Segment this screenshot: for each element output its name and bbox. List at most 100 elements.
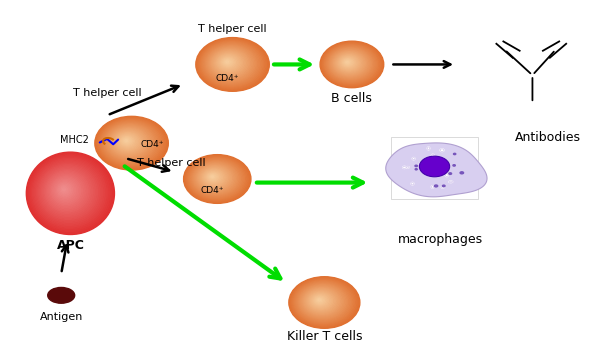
- Ellipse shape: [302, 287, 342, 316]
- Ellipse shape: [118, 134, 137, 149]
- Ellipse shape: [299, 285, 346, 319]
- Ellipse shape: [298, 284, 348, 320]
- Text: Antigen: Antigen: [40, 312, 83, 322]
- Circle shape: [442, 185, 445, 187]
- Ellipse shape: [320, 41, 384, 88]
- Ellipse shape: [204, 44, 258, 83]
- Ellipse shape: [36, 162, 101, 222]
- Ellipse shape: [406, 166, 409, 168]
- Ellipse shape: [440, 149, 444, 151]
- Ellipse shape: [41, 167, 94, 216]
- Ellipse shape: [297, 283, 349, 321]
- Ellipse shape: [190, 160, 242, 197]
- Ellipse shape: [120, 136, 135, 146]
- Ellipse shape: [446, 174, 448, 176]
- Ellipse shape: [225, 60, 230, 64]
- Ellipse shape: [110, 128, 149, 156]
- Ellipse shape: [218, 55, 238, 70]
- PathPatch shape: [386, 143, 487, 197]
- Ellipse shape: [100, 120, 162, 165]
- Ellipse shape: [304, 288, 340, 314]
- Circle shape: [415, 165, 417, 166]
- Ellipse shape: [431, 154, 434, 157]
- Ellipse shape: [309, 292, 333, 309]
- Ellipse shape: [220, 56, 237, 69]
- Text: CD4⁺: CD4⁺: [141, 140, 164, 150]
- Ellipse shape: [308, 291, 334, 310]
- Ellipse shape: [211, 175, 215, 178]
- Ellipse shape: [331, 49, 369, 77]
- Ellipse shape: [209, 174, 216, 179]
- Ellipse shape: [291, 278, 357, 326]
- Ellipse shape: [403, 166, 406, 169]
- Ellipse shape: [35, 161, 103, 224]
- Ellipse shape: [324, 44, 379, 84]
- Ellipse shape: [32, 158, 106, 227]
- Ellipse shape: [185, 155, 250, 203]
- Ellipse shape: [311, 294, 330, 308]
- Ellipse shape: [316, 297, 323, 303]
- Ellipse shape: [58, 183, 72, 197]
- Ellipse shape: [301, 286, 343, 317]
- Ellipse shape: [114, 131, 143, 153]
- Ellipse shape: [226, 61, 228, 63]
- Ellipse shape: [122, 137, 132, 145]
- Ellipse shape: [341, 58, 354, 67]
- Ellipse shape: [54, 179, 77, 201]
- Ellipse shape: [26, 152, 114, 234]
- Ellipse shape: [51, 177, 81, 204]
- Ellipse shape: [322, 43, 381, 86]
- Ellipse shape: [197, 38, 268, 90]
- Ellipse shape: [330, 49, 370, 78]
- Ellipse shape: [61, 187, 67, 192]
- Ellipse shape: [305, 289, 338, 313]
- Ellipse shape: [121, 136, 133, 145]
- Ellipse shape: [200, 167, 229, 188]
- Text: MHC2: MHC2: [60, 135, 89, 145]
- Ellipse shape: [196, 38, 269, 91]
- Ellipse shape: [315, 297, 324, 304]
- Ellipse shape: [346, 62, 348, 63]
- Ellipse shape: [198, 39, 266, 90]
- Ellipse shape: [211, 176, 214, 178]
- Ellipse shape: [211, 49, 250, 78]
- Ellipse shape: [53, 178, 79, 203]
- Ellipse shape: [303, 287, 341, 315]
- Ellipse shape: [200, 41, 264, 87]
- Ellipse shape: [185, 156, 248, 202]
- Ellipse shape: [96, 117, 167, 169]
- Ellipse shape: [412, 158, 415, 160]
- Ellipse shape: [290, 277, 359, 327]
- Circle shape: [435, 185, 438, 187]
- Ellipse shape: [427, 147, 430, 150]
- Ellipse shape: [101, 121, 160, 164]
- Ellipse shape: [334, 52, 365, 75]
- Ellipse shape: [296, 282, 350, 322]
- Ellipse shape: [326, 45, 376, 83]
- Ellipse shape: [327, 47, 374, 81]
- Ellipse shape: [197, 165, 233, 191]
- Ellipse shape: [104, 124, 155, 161]
- Ellipse shape: [295, 281, 352, 323]
- Ellipse shape: [300, 285, 345, 318]
- Ellipse shape: [50, 176, 83, 206]
- Ellipse shape: [62, 188, 65, 191]
- Ellipse shape: [215, 52, 244, 74]
- Ellipse shape: [214, 51, 245, 74]
- Ellipse shape: [116, 132, 140, 150]
- Ellipse shape: [341, 57, 356, 68]
- Ellipse shape: [184, 155, 251, 203]
- Ellipse shape: [292, 279, 356, 325]
- Ellipse shape: [108, 127, 150, 157]
- Ellipse shape: [60, 185, 69, 194]
- Ellipse shape: [199, 40, 265, 88]
- Ellipse shape: [201, 42, 263, 86]
- Ellipse shape: [49, 174, 84, 207]
- Ellipse shape: [321, 42, 382, 87]
- Ellipse shape: [206, 172, 220, 182]
- Ellipse shape: [337, 54, 362, 72]
- Ellipse shape: [44, 169, 91, 213]
- Ellipse shape: [29, 155, 111, 232]
- Ellipse shape: [209, 174, 217, 180]
- Ellipse shape: [441, 186, 444, 188]
